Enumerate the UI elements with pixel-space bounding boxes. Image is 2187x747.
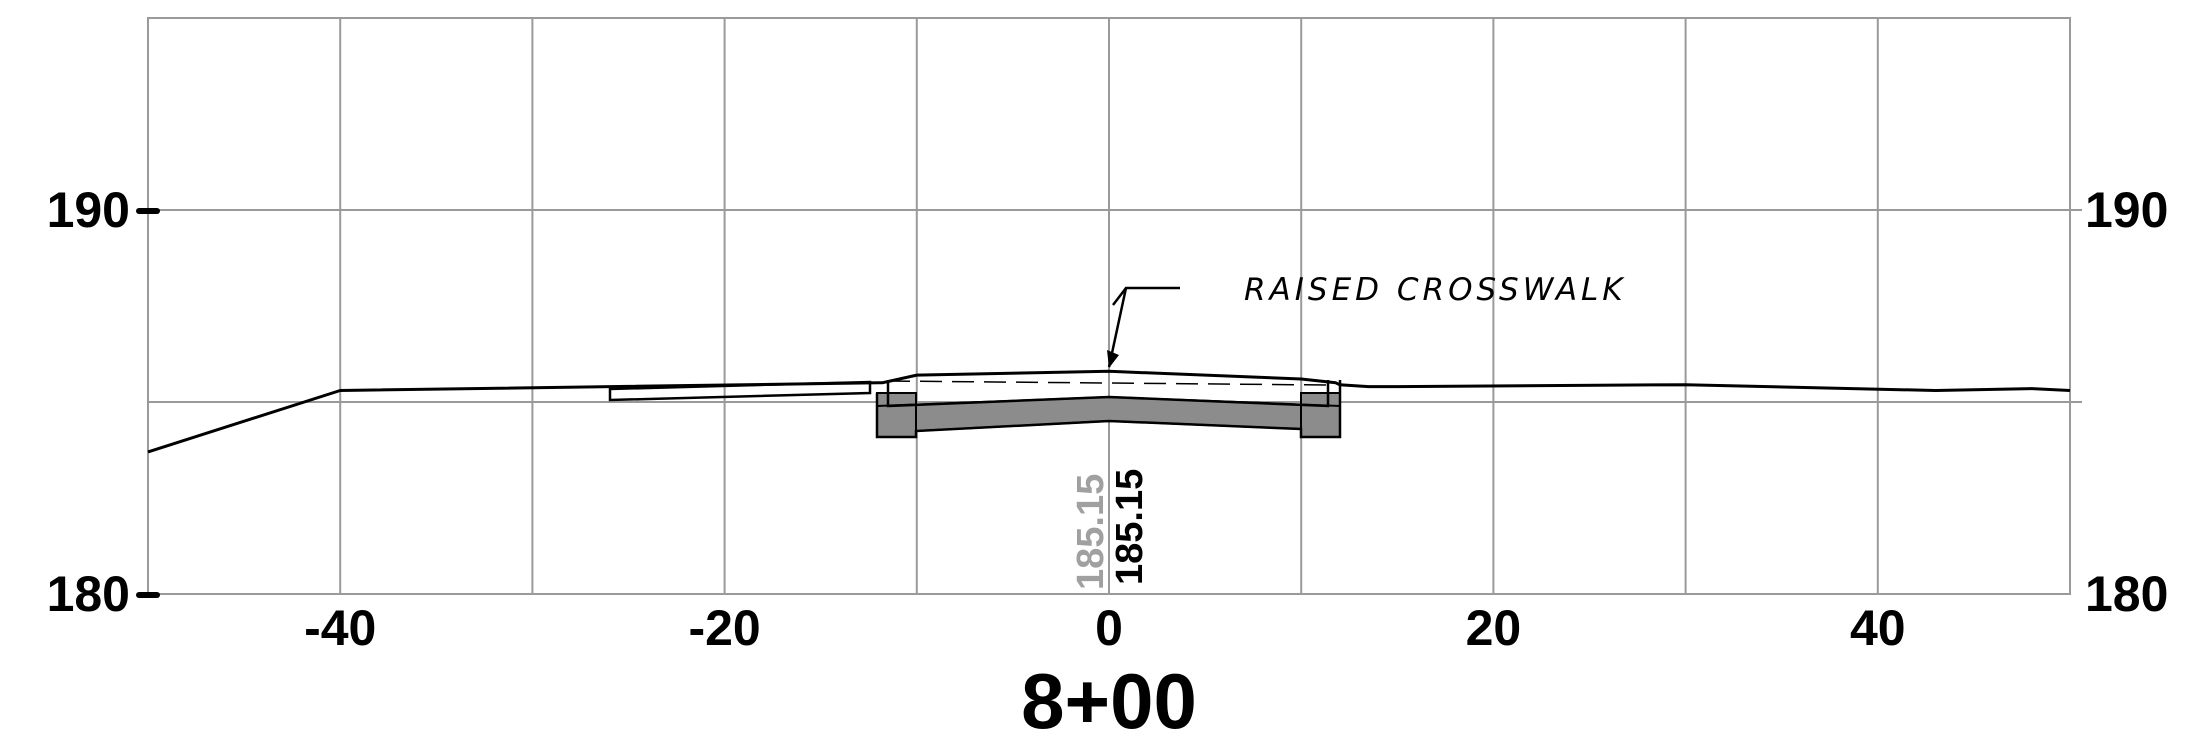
proposed-elevation-label: 185.15 [1109,469,1151,585]
y-tick-label-right: 180 [2085,566,2168,622]
existing-grade-dashed [887,380,1329,386]
y-tick-label-right: 190 [2085,182,2168,238]
y-axis-tick-marks [136,208,160,598]
y-tick-label-left: 180 [47,566,130,622]
plot-frame [147,17,2071,595]
callout-raised-crosswalk: RAISED CROSSWALK [1244,272,1627,308]
existing-elevation-label: 185.15 [1070,474,1112,590]
x-axis-labels: -40 -20 0 20 40 [304,600,1906,656]
y-tick-mark-180 [136,592,160,598]
x-tick-label: 20 [1466,600,1522,656]
station-label: 8+00 [1021,657,1197,742]
grid [148,18,2082,594]
x-tick-label: 0 [1095,600,1123,656]
leader-arrowhead [1107,350,1119,368]
y-tick-label-left: 190 [47,182,130,238]
y-tick-mark-190 [136,208,160,214]
x-tick-label: 40 [1850,600,1906,656]
callout-leader [1107,286,1180,368]
raised-crosswalk-structure [608,380,1342,439]
x-tick-label: -40 [304,600,376,656]
y-axis-labels: 180 180 190 190 [47,182,2169,622]
crosswalk-inner-outline [886,380,1330,408]
crosswalk-slab-outline [875,380,1342,439]
profile-line [147,369,2071,454]
x-tick-label: -20 [688,600,760,656]
